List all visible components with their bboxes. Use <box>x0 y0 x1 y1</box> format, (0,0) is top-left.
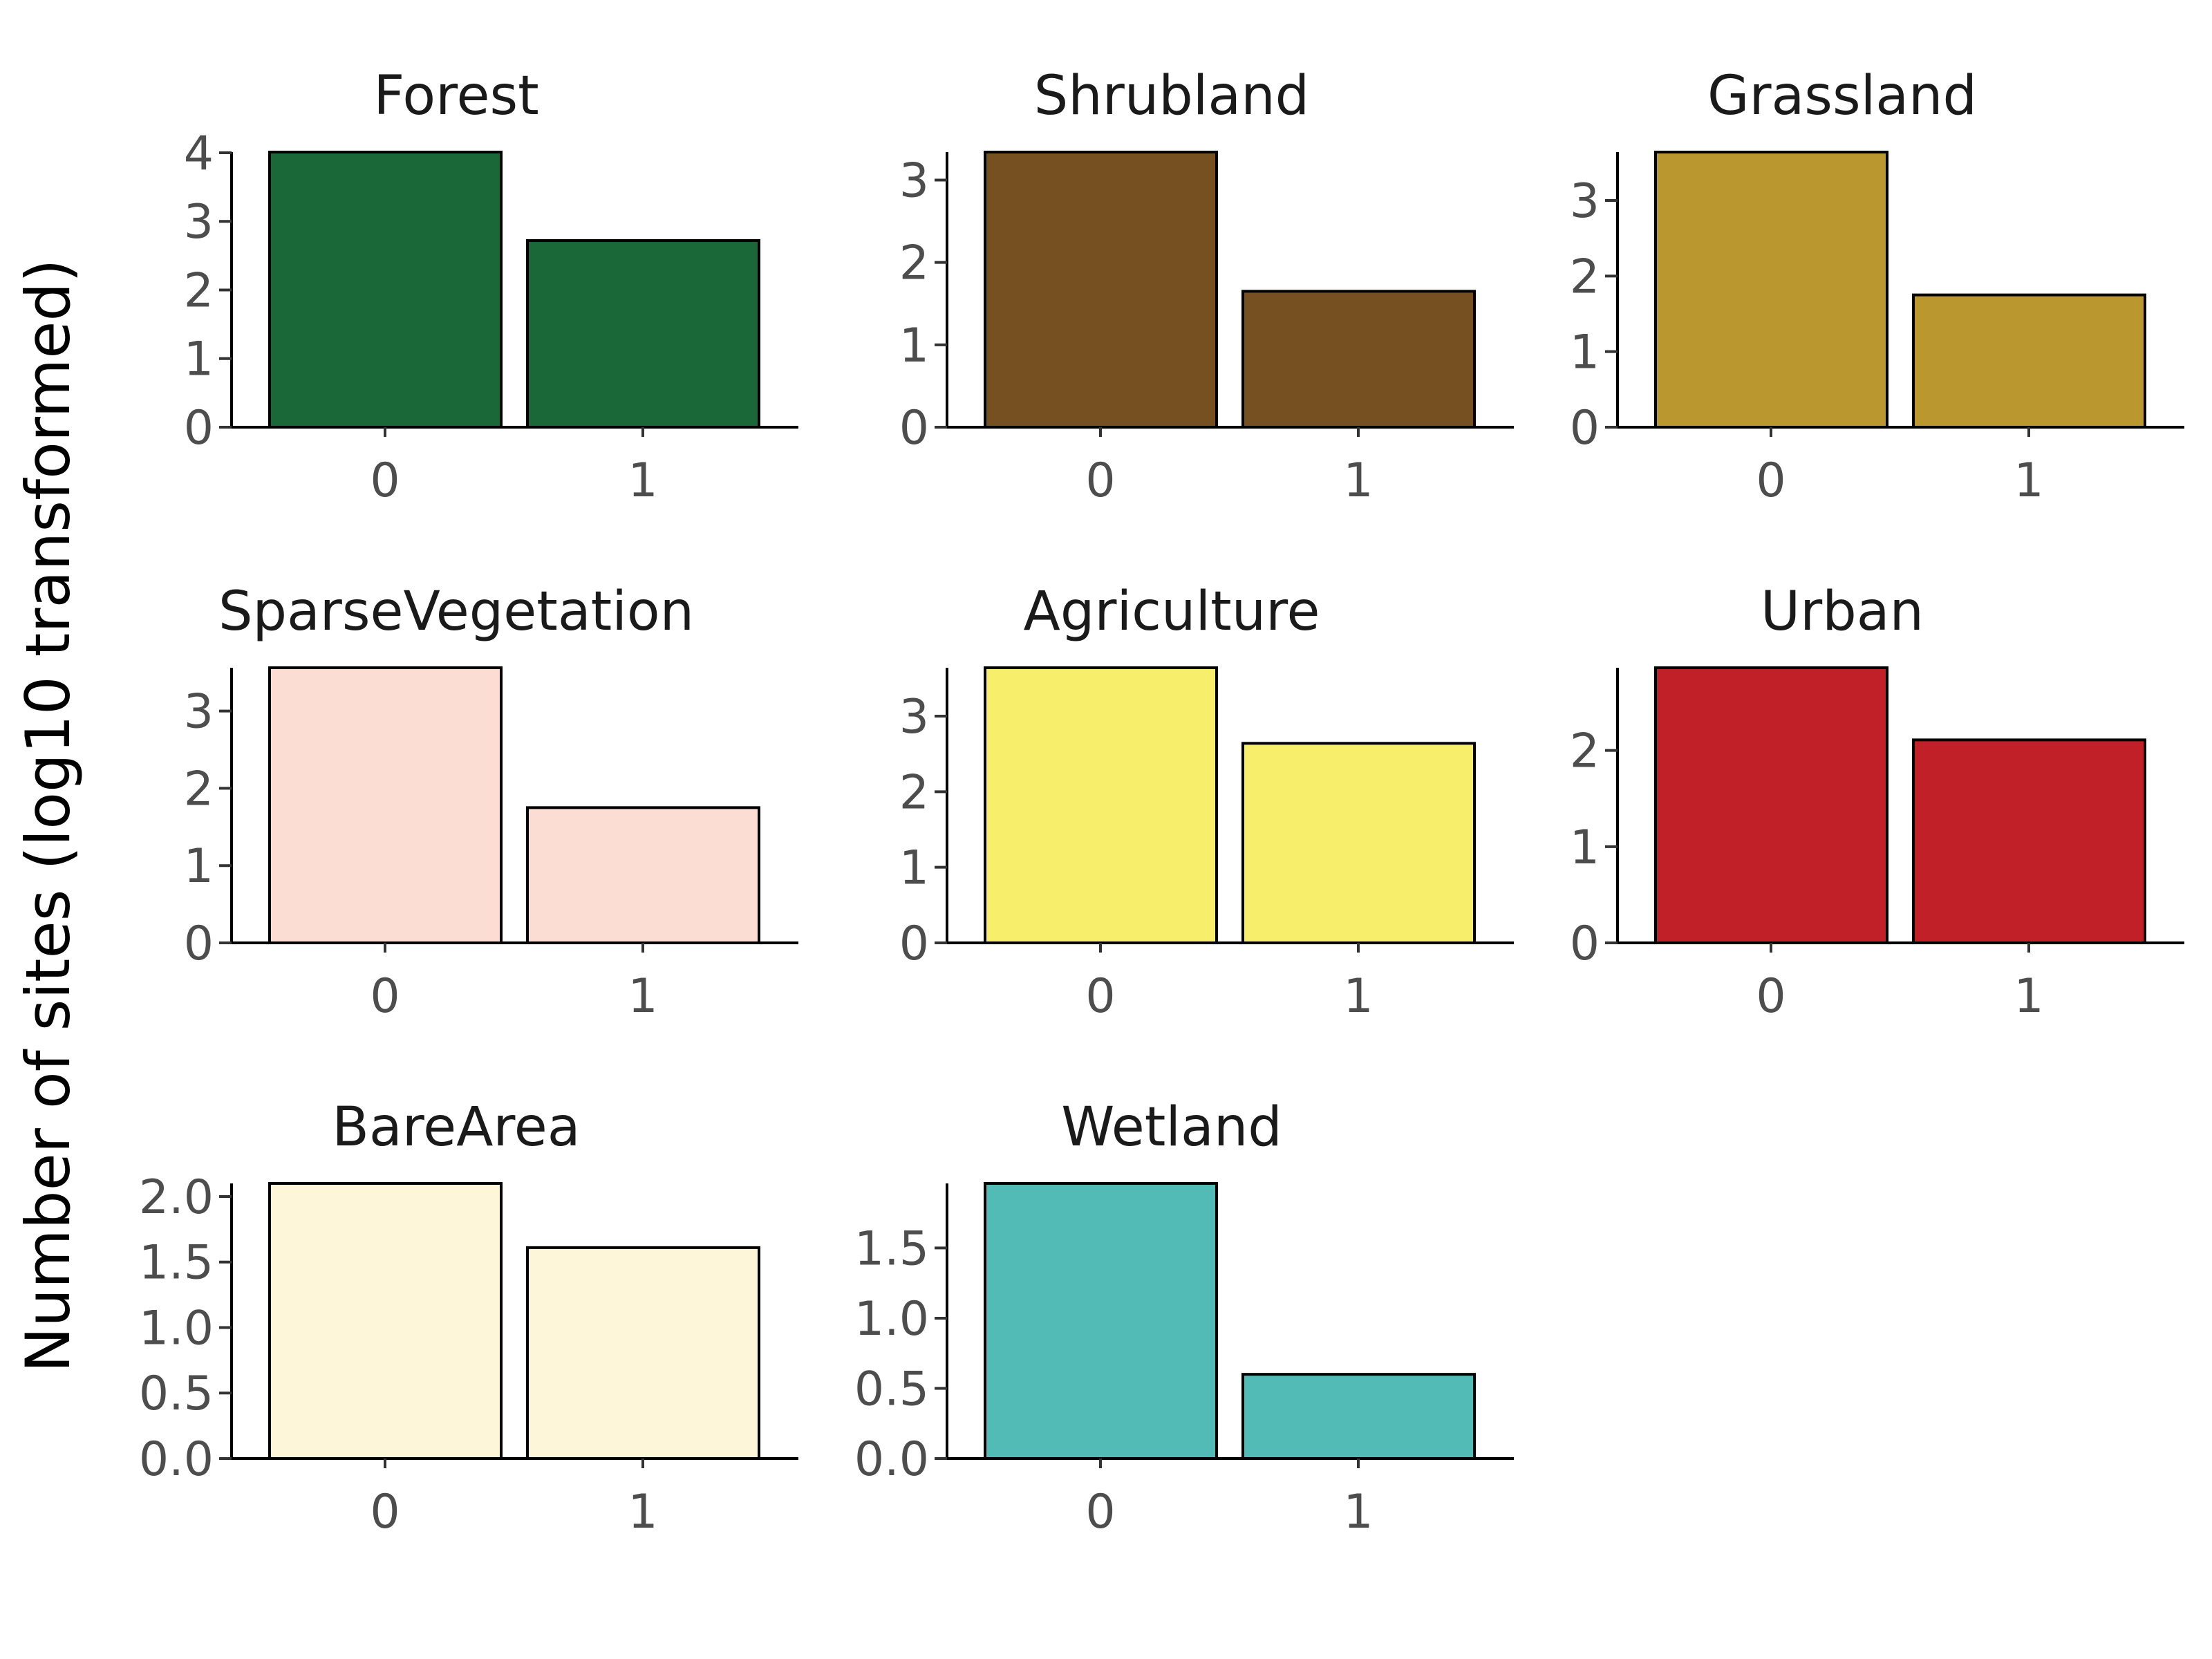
y-tick-label: 2 <box>1570 250 1600 304</box>
y-tick-label: 3 <box>899 154 929 209</box>
x-tick-label: 1 <box>1343 969 1373 1024</box>
y-tick-label: 2 <box>899 765 929 820</box>
x-tick-label: 0 <box>370 453 400 508</box>
bar-grassland-0 <box>1654 151 1888 429</box>
y-tick-label: 1 <box>899 319 929 373</box>
bar-wetland-1 <box>1241 1373 1476 1460</box>
x-tick-label: 0 <box>1756 969 1785 1024</box>
panel-sparsevegetation: SparseVegetation 0 1 2 3 0 1 <box>184 581 798 1024</box>
y-tick-label: 4 <box>184 126 214 181</box>
bar-forest-1 <box>526 239 760 429</box>
bar-agriculture-1 <box>1241 742 1476 945</box>
y-tick-label: 1.0 <box>854 1292 929 1347</box>
panel-agriculture: Agriculture 0 1 2 3 0 1 <box>899 581 1514 1024</box>
panel-wetland: Wetland 0.0 0.5 1.0 1.5 0 1 <box>854 1096 1514 1539</box>
y-tick-label: 2 <box>899 236 929 291</box>
y-tick-label: 1.5 <box>854 1221 929 1276</box>
y-tick-label: 0.5 <box>139 1367 214 1421</box>
bar-shrubland-0 <box>984 151 1218 429</box>
panels: Forest 0 1 2 3 4 0 1 Shrubland 0 1 2 3 0 1 Grassland 0 1 2… <box>139 65 2184 1539</box>
y-tick-label: 2 <box>1570 724 1600 779</box>
x-tick-label: 1 <box>628 1485 657 1539</box>
y-tick-label: 1 <box>184 332 214 387</box>
y-tick-label: 0 <box>899 917 929 971</box>
y-tick-label: 2 <box>184 263 214 318</box>
bar-urban-1 <box>1912 738 2146 944</box>
bar-sparsevegetation-0 <box>268 666 503 944</box>
y-tick-label: 3 <box>1570 174 1600 229</box>
y-tick-label: 0 <box>184 917 214 971</box>
bar-barearea-0 <box>268 1182 503 1460</box>
panel-title: SparseVegetation <box>218 581 694 643</box>
x-tick-label: 1 <box>628 453 657 508</box>
panel-title: Wetland <box>1061 1096 1282 1159</box>
bar-wetland-0 <box>984 1182 1218 1460</box>
y-tick-label: 1 <box>1570 326 1600 380</box>
x-tick-label: 1 <box>1343 1485 1373 1539</box>
y-tick-label: 3 <box>184 685 214 740</box>
panel-forest: Forest 0 1 2 3 4 0 1 <box>184 65 798 508</box>
bar-shrubland-1 <box>1241 290 1476 429</box>
panel-title: Agriculture <box>1024 581 1320 643</box>
panel-title: Forest <box>373 65 538 127</box>
y-tick-label: 3 <box>899 690 929 744</box>
x-tick-label: 1 <box>1343 453 1373 508</box>
panel-barearea: BareArea 0.0 0.5 1.0 1.5 2.0 0 1 <box>139 1096 798 1539</box>
y-tick-label: 1 <box>1570 821 1600 875</box>
x-tick-label: 1 <box>628 969 657 1024</box>
panel-title: Grassland <box>1707 65 1977 127</box>
y-tick-label: 1 <box>184 839 214 894</box>
panel-shrubland: Shrubland 0 1 2 3 0 1 <box>899 65 1514 508</box>
panel-title: BareArea <box>332 1096 580 1159</box>
bar-agriculture-0 <box>984 666 1218 944</box>
y-tick-label: 0 <box>184 401 214 456</box>
y-tick-label: 1.0 <box>139 1301 214 1356</box>
y-tick-label: 2 <box>184 762 214 816</box>
y-tick-label: 1.5 <box>139 1236 214 1291</box>
y-tick-label: 0.0 <box>139 1432 214 1487</box>
y-tick-label: 3 <box>184 195 214 250</box>
y-tick-label: 1 <box>899 841 929 896</box>
panel-title: Shrubland <box>1034 65 1309 127</box>
x-tick-label: 0 <box>370 969 400 1024</box>
y-tick-label: 2.0 <box>139 1170 214 1225</box>
y-tick-label: 0 <box>899 401 929 456</box>
bar-urban-0 <box>1654 666 1888 944</box>
y-tick-label: 0 <box>1570 917 1600 971</box>
bar-barearea-1 <box>526 1246 760 1461</box>
y-tick-label: 0 <box>1570 401 1600 456</box>
x-tick-label: 0 <box>1085 453 1115 508</box>
y-axis-title: Number of sites (log10 transformed) <box>12 259 84 1372</box>
panel-title: Urban <box>1761 581 1924 643</box>
x-tick-label: 0 <box>370 1485 400 1539</box>
x-tick-label: 1 <box>2014 969 2043 1024</box>
y-tick-label: 0.5 <box>854 1362 929 1416</box>
x-tick-label: 0 <box>1085 969 1115 1024</box>
panel-urban: Urban 0 1 2 0 1 <box>1570 581 2184 1024</box>
x-tick-label: 0 <box>1756 453 1785 508</box>
x-tick-label: 0 <box>1085 1485 1115 1539</box>
bar-forest-0 <box>268 151 503 429</box>
bar-sparsevegetation-1 <box>526 806 760 944</box>
x-tick-label: 1 <box>2014 453 2043 508</box>
bar-grassland-1 <box>1912 293 2146 429</box>
panel-grassland: Grassland 0 1 2 3 0 1 <box>1570 65 2184 508</box>
y-tick-label: 0.0 <box>854 1432 929 1487</box>
